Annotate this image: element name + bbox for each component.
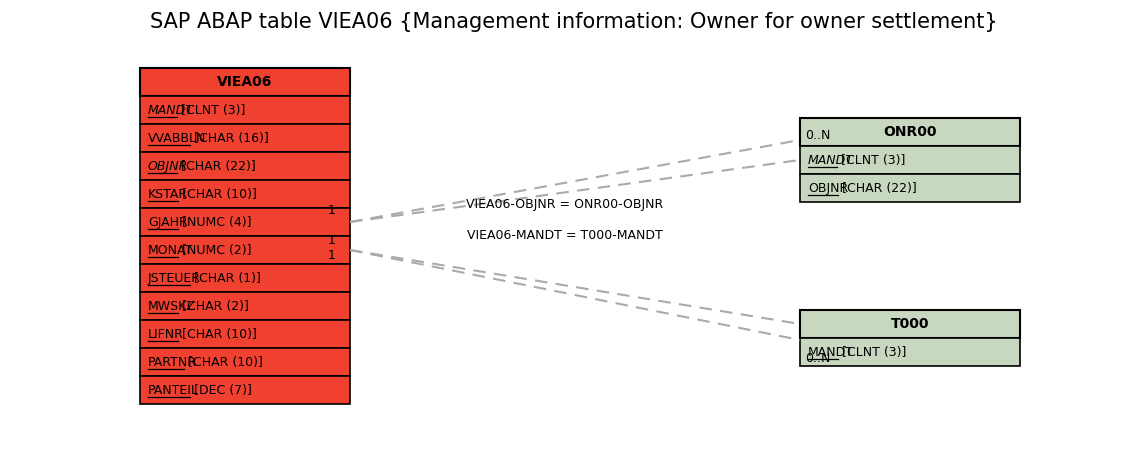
Bar bbox=[140, 292, 350, 320]
Text: MANDT: MANDT bbox=[148, 104, 194, 117]
Bar bbox=[140, 208, 350, 236]
Text: OBJNR: OBJNR bbox=[808, 181, 848, 194]
Text: PARTNR: PARTNR bbox=[148, 356, 197, 368]
Bar bbox=[140, 96, 350, 124]
Text: [CHAR (1)]: [CHAR (1)] bbox=[191, 272, 261, 285]
Bar bbox=[140, 320, 350, 348]
Text: MONAT: MONAT bbox=[148, 244, 193, 257]
Text: 0..N: 0..N bbox=[805, 352, 830, 365]
Text: PANTEIL: PANTEIL bbox=[148, 384, 199, 397]
Text: [CHAR (22)]: [CHAR (22)] bbox=[177, 159, 256, 173]
Text: [CHAR (2)]: [CHAR (2)] bbox=[178, 299, 249, 312]
Bar bbox=[140, 236, 350, 264]
Text: MANDT: MANDT bbox=[808, 153, 854, 166]
Text: VVABBLN: VVABBLN bbox=[148, 132, 207, 145]
Bar bbox=[800, 310, 1021, 338]
Text: JSTEUER: JSTEUER bbox=[148, 272, 201, 285]
Text: T000: T000 bbox=[891, 317, 929, 331]
Text: [NUMC (2)]: [NUMC (2)] bbox=[178, 244, 251, 257]
Text: [NUMC (4)]: [NUMC (4)] bbox=[178, 215, 251, 228]
Text: SAP ABAP table VIEA06 {Management information: Owner for owner settlement}: SAP ABAP table VIEA06 {Management inform… bbox=[150, 12, 998, 32]
Text: [CHAR (10)]: [CHAR (10)] bbox=[184, 356, 263, 368]
Text: MWSKZ: MWSKZ bbox=[148, 299, 196, 312]
Text: 1: 1 bbox=[328, 248, 336, 261]
Text: VIEA06: VIEA06 bbox=[217, 75, 273, 89]
Text: [CHAR (16)]: [CHAR (16)] bbox=[191, 132, 269, 145]
Text: LIFNR: LIFNR bbox=[148, 327, 184, 340]
Bar bbox=[140, 68, 350, 96]
Bar bbox=[140, 124, 350, 152]
Text: GJAHR: GJAHR bbox=[148, 215, 188, 228]
Text: [CHAR (10)]: [CHAR (10)] bbox=[178, 327, 257, 340]
Text: OBJNR: OBJNR bbox=[148, 159, 188, 173]
Text: [CLNT (3)]: [CLNT (3)] bbox=[838, 345, 907, 359]
Text: [CLNT (3)]: [CLNT (3)] bbox=[837, 153, 906, 166]
Bar bbox=[140, 348, 350, 376]
Text: 1: 1 bbox=[328, 204, 336, 217]
Bar bbox=[800, 338, 1021, 366]
Text: [DEC (7)]: [DEC (7)] bbox=[191, 384, 251, 397]
Bar bbox=[800, 118, 1021, 146]
Text: [CLNT (3)]: [CLNT (3)] bbox=[177, 104, 246, 117]
Bar bbox=[800, 146, 1021, 174]
Bar bbox=[140, 264, 350, 292]
Text: [CHAR (10)]: [CHAR (10)] bbox=[178, 187, 257, 200]
Bar bbox=[800, 174, 1021, 202]
Bar bbox=[140, 180, 350, 208]
Text: MANDT: MANDT bbox=[808, 345, 854, 359]
Text: [CHAR (22)]: [CHAR (22)] bbox=[838, 181, 917, 194]
Text: VIEA06-MANDT = T000-MANDT: VIEA06-MANDT = T000-MANDT bbox=[467, 228, 662, 241]
Bar bbox=[140, 376, 350, 404]
Text: KSTAR: KSTAR bbox=[148, 187, 188, 200]
Text: VIEA06-OBJNR = ONR00-OBJNR: VIEA06-OBJNR = ONR00-OBJNR bbox=[466, 198, 664, 211]
Text: 0..N: 0..N bbox=[805, 128, 830, 141]
Text: 1: 1 bbox=[328, 233, 336, 246]
Bar bbox=[140, 152, 350, 180]
Text: ONR00: ONR00 bbox=[883, 125, 937, 139]
